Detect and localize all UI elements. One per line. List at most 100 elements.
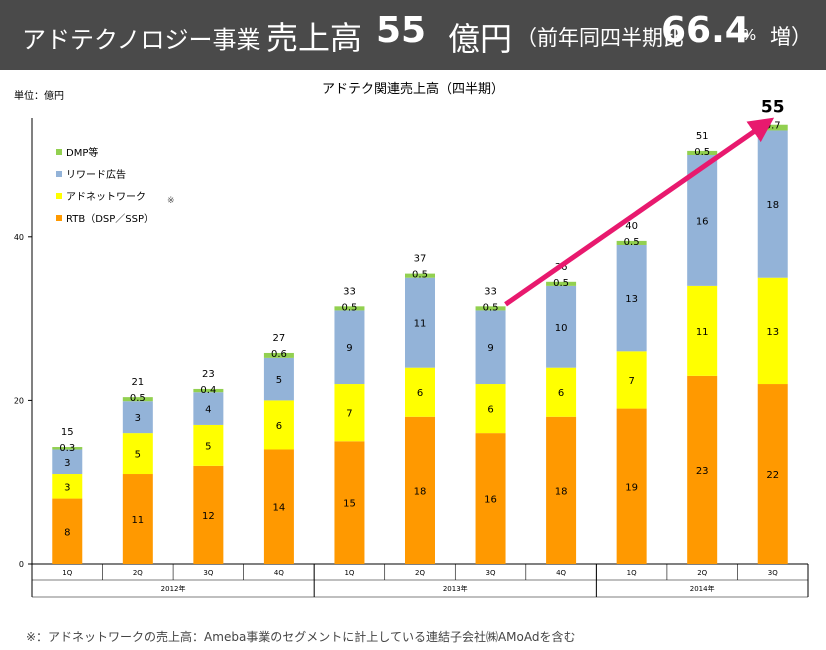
data-label: 6 (276, 421, 282, 432)
y-tick-label: 0 (19, 560, 24, 569)
data-label: 4 (205, 405, 211, 416)
data-label: 12 (202, 511, 215, 522)
legend-label: DMP等 (66, 146, 98, 159)
data-label: 3 (135, 413, 141, 424)
growth-arrow (504, 117, 775, 307)
data-label: 0.5 (130, 393, 146, 404)
bar-segment (475, 310, 506, 385)
bar-segment (405, 367, 435, 417)
data-label: 22 (766, 470, 779, 481)
metric-label: 売上高 (266, 19, 363, 57)
data-label: 0.5 (342, 302, 358, 313)
revenue-unit: 億円 (448, 20, 513, 58)
total-label: 40 (625, 221, 638, 232)
data-label: 14 (273, 503, 286, 514)
data-label: 0.5 (694, 147, 710, 158)
bar-segment (334, 306, 365, 311)
data-label: 18 (555, 486, 568, 497)
bar-segment (52, 447, 83, 450)
data-label: 9 (487, 343, 493, 354)
bar-segment (263, 449, 294, 564)
data-label: 23 (696, 466, 709, 477)
data-label: 5 (135, 450, 141, 461)
bar-segment (475, 433, 506, 564)
total-label: 55 (761, 98, 785, 118)
x-tick-label: 3Q (486, 569, 496, 577)
footnote: ※：アドネットワークの売上高：Ameba事業のセグメントに計上している連結子会社… (26, 630, 576, 644)
bar-segment (122, 397, 153, 402)
bar-segment (687, 375, 718, 564)
data-label: 0.5 (483, 302, 499, 313)
data-label: 18 (414, 486, 427, 497)
bar-segment (616, 408, 647, 564)
legend-note-mark: ※ (167, 196, 175, 206)
bar-segment (52, 474, 83, 499)
bar-segment (263, 352, 294, 358)
x-tick-label: 2Q (415, 569, 425, 577)
data-label: 10 (555, 323, 568, 334)
header-banner: アドテクノロジー事業 売上高 55 億円 （前年同四半期比 66.4 % 増） (0, 0, 826, 70)
data-label: 8 (64, 527, 70, 538)
y-tick-label: 20 (14, 396, 24, 405)
bar-segment (757, 384, 788, 564)
data-label: 5 (276, 375, 282, 386)
bar-segment (334, 310, 365, 385)
bar-segment (263, 400, 294, 450)
bar-segment (687, 285, 718, 376)
bar-segment (263, 357, 294, 401)
bar-segment (52, 498, 83, 564)
bar-segment (475, 384, 506, 434)
x-tick-label: 3Q (768, 569, 778, 577)
x-tick-label: 4Q (556, 569, 566, 577)
x-tick-label: 4Q (274, 569, 284, 577)
bar-segment (52, 449, 83, 475)
bar-segment (757, 277, 788, 385)
x-tick-label: 2Q (697, 569, 707, 577)
bar-segment (405, 277, 435, 368)
legend-swatch (56, 171, 62, 177)
data-label: 9 (346, 343, 352, 354)
data-label: 13 (766, 327, 779, 338)
data-label: 11 (696, 327, 709, 338)
bar-segment (687, 150, 718, 155)
bar-segment (193, 388, 224, 393)
data-label: 16 (484, 495, 497, 506)
data-label: 0.4 (200, 385, 216, 396)
legend-swatch (56, 193, 62, 199)
segment-name: アドテクノロジー事業 (22, 26, 261, 54)
bar-segment (122, 401, 153, 434)
y-tick-label: 40 (14, 233, 24, 242)
bar-segment (405, 273, 435, 278)
bar-segment (193, 465, 224, 564)
revenue-value: 55 (376, 10, 427, 51)
legend-swatch (56, 215, 62, 221)
legend-label: リワード広告 (66, 168, 126, 181)
x-tick-label: 1Q (627, 569, 637, 577)
data-label: 18 (766, 200, 779, 211)
data-label: 6 (417, 388, 423, 399)
data-label: 7 (628, 376, 634, 387)
bar-segment (405, 416, 435, 564)
data-label: 13 (625, 294, 638, 305)
x-tick-label: 1Q (62, 569, 72, 577)
bar-segment (193, 424, 224, 466)
data-label: 0.5 (412, 270, 428, 281)
legend-label: アドネットワーク (66, 191, 146, 203)
bar-segment (616, 240, 647, 245)
data-label: 3 (64, 458, 70, 469)
x-tick-label: 2Q (133, 569, 143, 577)
growth-suffix: 増） (770, 25, 812, 49)
bar-segment (475, 306, 506, 311)
chart-title: アドテク関連売上高（四半期） (321, 82, 504, 97)
data-label: 3 (64, 482, 70, 493)
data-label: 0.3 (59, 443, 75, 454)
data-label: 0.7 (765, 121, 781, 132)
total-label: 51 (696, 131, 709, 142)
total-label: 37 (414, 254, 427, 265)
bar-segment (334, 441, 365, 564)
bar-segment (616, 351, 647, 409)
data-label: 15 (343, 499, 356, 510)
year-group-label: 2012年 (161, 584, 186, 593)
bar-segment (193, 392, 224, 425)
